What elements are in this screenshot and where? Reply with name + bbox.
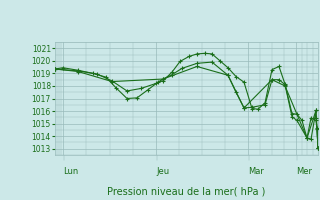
- Text: |: |: [247, 155, 249, 160]
- Text: Mar: Mar: [248, 167, 264, 176]
- Text: Jeu: Jeu: [156, 167, 169, 176]
- Text: Lun: Lun: [63, 167, 78, 176]
- Text: |: |: [155, 155, 157, 160]
- Text: |: |: [295, 155, 297, 160]
- Text: |: |: [62, 155, 64, 160]
- Text: Pression niveau de la mer( hPa ): Pression niveau de la mer( hPa ): [107, 186, 266, 196]
- Text: Mer: Mer: [296, 167, 312, 176]
